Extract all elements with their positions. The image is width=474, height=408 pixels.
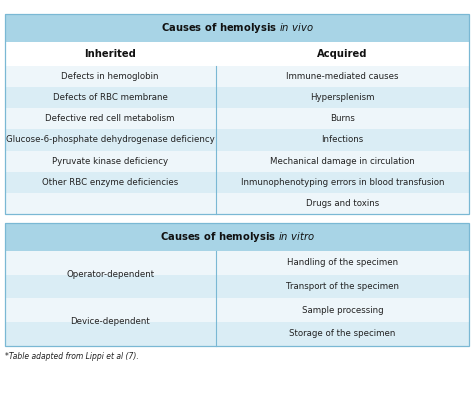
Text: Device-dependent: Device-dependent <box>70 317 150 326</box>
FancyBboxPatch shape <box>216 66 469 87</box>
Text: Handling of the specimen: Handling of the specimen <box>287 258 398 267</box>
FancyBboxPatch shape <box>5 87 216 108</box>
Text: Burns: Burns <box>330 114 355 123</box>
FancyBboxPatch shape <box>5 42 469 66</box>
Text: Operator-dependent: Operator-dependent <box>66 270 154 279</box>
Text: Storage of the specimen: Storage of the specimen <box>289 329 396 338</box>
Text: Inherited: Inherited <box>84 49 136 59</box>
Text: Acquired: Acquired <box>317 49 368 59</box>
FancyBboxPatch shape <box>5 322 216 346</box>
FancyBboxPatch shape <box>5 251 216 275</box>
FancyBboxPatch shape <box>216 298 469 322</box>
FancyBboxPatch shape <box>5 108 216 129</box>
Text: Infections: Infections <box>321 135 364 144</box>
Text: Causes of hemolysis $\it{in\ vitro}$: Causes of hemolysis $\it{in\ vitro}$ <box>160 230 314 244</box>
Text: Glucose-6-phosphate dehydrogenase deficiency: Glucose-6-phosphate dehydrogenase defici… <box>6 135 215 144</box>
Text: Drugs and toxins: Drugs and toxins <box>306 199 379 208</box>
Text: Defects in hemoglobin: Defects in hemoglobin <box>62 72 159 81</box>
Text: Defects of RBC membrane: Defects of RBC membrane <box>53 93 168 102</box>
FancyBboxPatch shape <box>5 66 216 87</box>
FancyBboxPatch shape <box>5 298 216 322</box>
Text: Mechanical damage in circulation: Mechanical damage in circulation <box>270 157 415 166</box>
Text: Sample processing: Sample processing <box>301 306 383 315</box>
Text: Hypersplenism: Hypersplenism <box>310 93 375 102</box>
Text: Defective red cell metabolism: Defective red cell metabolism <box>46 114 175 123</box>
FancyBboxPatch shape <box>5 172 216 193</box>
FancyBboxPatch shape <box>216 172 469 193</box>
FancyBboxPatch shape <box>216 129 469 151</box>
FancyBboxPatch shape <box>5 275 216 298</box>
FancyBboxPatch shape <box>216 151 469 172</box>
FancyBboxPatch shape <box>216 108 469 129</box>
Text: Other RBC enzyme deficiencies: Other RBC enzyme deficiencies <box>42 178 178 187</box>
Text: Causes of hemolysis $\it{in\ vivo}$: Causes of hemolysis $\it{in\ vivo}$ <box>161 21 313 35</box>
Text: Transport of the specimen: Transport of the specimen <box>286 282 399 291</box>
Text: Inmunophenotyping errors in blood transfusion: Inmunophenotyping errors in blood transf… <box>241 178 444 187</box>
FancyBboxPatch shape <box>216 275 469 298</box>
FancyBboxPatch shape <box>5 151 216 172</box>
FancyBboxPatch shape <box>5 193 216 214</box>
Text: Pyruvate kinase deficiency: Pyruvate kinase deficiency <box>52 157 168 166</box>
FancyBboxPatch shape <box>5 223 469 251</box>
FancyBboxPatch shape <box>216 87 469 108</box>
FancyBboxPatch shape <box>216 251 469 275</box>
Text: Immune-mediated causes: Immune-mediated causes <box>286 72 399 81</box>
FancyBboxPatch shape <box>216 322 469 346</box>
Text: *Table adapted from Lippi et al (7).: *Table adapted from Lippi et al (7). <box>5 352 138 361</box>
FancyBboxPatch shape <box>5 14 469 42</box>
FancyBboxPatch shape <box>5 129 216 151</box>
FancyBboxPatch shape <box>216 193 469 214</box>
